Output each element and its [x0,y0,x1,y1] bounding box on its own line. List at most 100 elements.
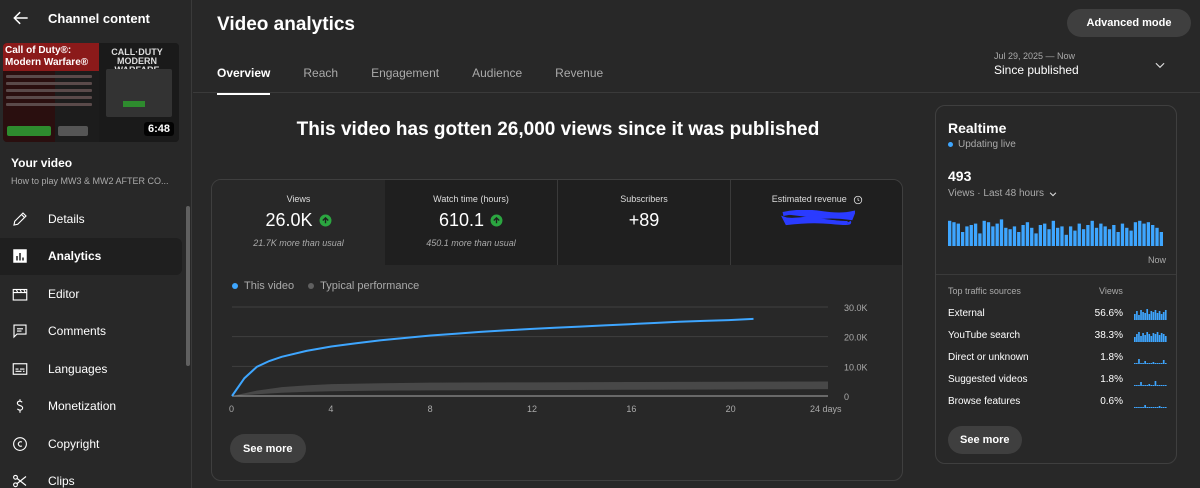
advanced-mode-button[interactable]: Advanced mode [1067,9,1191,37]
tab-revenue[interactable]: Revenue [555,66,604,80]
sidebar-item-label: Analytics [48,249,102,264]
sparkline-bar [1142,363,1144,364]
realtime-bar [1138,220,1142,246]
traffic-sparkline [1134,381,1167,386]
sparkline-bar [1150,385,1153,386]
tab-engagement[interactable]: Engagement [371,66,440,80]
traffic-source-row[interactable]: YouTube search 38.3% [948,330,1168,344]
sparkline-bar [1148,384,1151,386]
page-title: Video analytics [217,14,355,35]
thumbnail-red-banner [3,43,99,71]
realtime-see-more-button[interactable]: See more [948,426,1022,454]
realtime-bar [1159,232,1163,246]
video-thumbnail[interactable]: Call of Duty®: Modern Warfare® CALL·DUTY… [3,43,179,142]
sidebar-item-analytics[interactable]: Analytics [0,237,182,275]
realtime-period-selector[interactable]: Views · Last 48 hours [948,188,1058,199]
realtime-bar [1012,226,1017,246]
realtime-bar [1056,227,1060,246]
traffic-source-row[interactable]: Direct or unknown 1.8% [948,352,1168,366]
sparkline-bar [1138,315,1140,320]
date-selection[interactable]: Since published [994,63,1079,77]
sparkline-bar [1160,363,1163,364]
legend-typical: Typical performance [308,280,419,292]
realtime-bar [1030,227,1034,246]
sparkline-bar [1148,363,1151,364]
sparkline-bar [1146,407,1149,408]
sparkline-bar [1154,310,1157,320]
realtime-status-text: Updating live [958,139,1016,150]
sidebar-item-details[interactable]: Details [0,200,191,238]
realtime-bar [978,233,982,246]
your-video-label: Your video [11,156,73,170]
traffic-source-row[interactable]: Suggested videos 1.8% [948,374,1168,388]
sparkline-bar [1140,363,1142,364]
sparkline-bar [1144,335,1146,342]
sparkline-bar [1142,333,1144,342]
sparkline-bar [1136,407,1138,408]
realtime-now-label: Now [1148,255,1167,265]
realtime-bar [1017,232,1021,246]
sparkline-bar [1158,363,1161,364]
realtime-bar [969,225,973,246]
sparkline-bar [1150,336,1153,342]
traffic-sources-title: Top traffic sources [948,286,1021,296]
traffic-source-name: Direct or unknown [948,352,1029,363]
realtime-bar [1099,223,1103,246]
sparkline-bar [1138,385,1140,386]
sidebar-item-copyright[interactable]: Copyright [0,425,191,463]
traffic-source-name: YouTube search [948,330,1021,341]
realtime-bar [1004,227,1008,246]
sidebar-item-comments[interactable]: Comments [0,313,191,351]
traffic-source-pct: 56.6% [1094,308,1123,319]
realtime-bar-chart [948,219,1163,246]
video-duration: 6:48 [143,122,174,136]
metric-subscribers[interactable]: Subscribers +89 [558,180,731,265]
sidebar-item-languages[interactable]: Languages [0,350,191,388]
realtime-bar [1038,225,1043,246]
sparkline-bar [1152,385,1155,386]
metric-watch-time[interactable]: Watch time (hours) 610.1 450.1 more than… [385,180,558,265]
sparkline-bar [1154,407,1157,408]
realtime-bar [1073,230,1077,246]
traffic-source-row[interactable]: External 56.6% [948,308,1168,322]
sidebar-item-label: Details [48,211,85,226]
metric-label: Views [286,194,311,204]
trend-up-icon [319,214,331,227]
sparkline-bar [1134,363,1136,364]
see-more-button[interactable]: See more [230,434,306,463]
metric-label: Subscribers [620,194,668,204]
sparkline-bar [1134,407,1136,408]
metric-revenue[interactable]: Estimated revenue [731,180,902,265]
metric-value: 26.0K [265,210,313,230]
realtime-bar [1051,220,1055,246]
sidebar-item-editor[interactable]: Editor [0,275,191,313]
realtime-bar [1129,230,1133,246]
metric-views[interactable]: Views 26.0K 21.7K more than usual [212,180,385,265]
traffic-source-row[interactable]: Browse features 0.6% [948,396,1168,410]
realtime-divider [936,274,1176,275]
sparkline-bar [1158,385,1161,386]
scissors-icon [13,475,27,488]
sparkline-bar [1148,334,1151,342]
sidebar-item-clips[interactable]: Clips [0,463,191,488]
tab-audience[interactable]: Audience [472,66,523,80]
sparkline-bar [1144,385,1146,386]
sparkline-bar [1142,385,1144,386]
sparkline-bar [1156,332,1159,342]
legend-dot [308,283,315,289]
tab-reach[interactable]: Reach [303,66,339,80]
realtime-bar [995,223,999,246]
sidebar-scrollbar[interactable] [186,206,190,366]
date-range[interactable]: Jul 29, 2025 — Now [994,51,1076,61]
tab-overview[interactable]: Overview [217,66,271,95]
back-arrow-icon[interactable] [11,8,31,28]
chevron-down-icon[interactable] [1153,58,1167,72]
sparkline-bar [1164,336,1167,342]
traffic-views-header: Views [1099,286,1123,296]
views-chart: 0 10.0K 20.0K 30.0K 0 4 8 12 16 20 24 days [229,303,868,414]
sidebar-item-monetization[interactable]: Monetization [0,388,191,426]
traffic-source-name: Suggested videos [948,374,1028,385]
realtime-bar [1064,234,1068,246]
sidebar-nav: Details Analytics Editor Comments Langua… [0,200,191,488]
traffic-sparkline [1134,359,1167,364]
